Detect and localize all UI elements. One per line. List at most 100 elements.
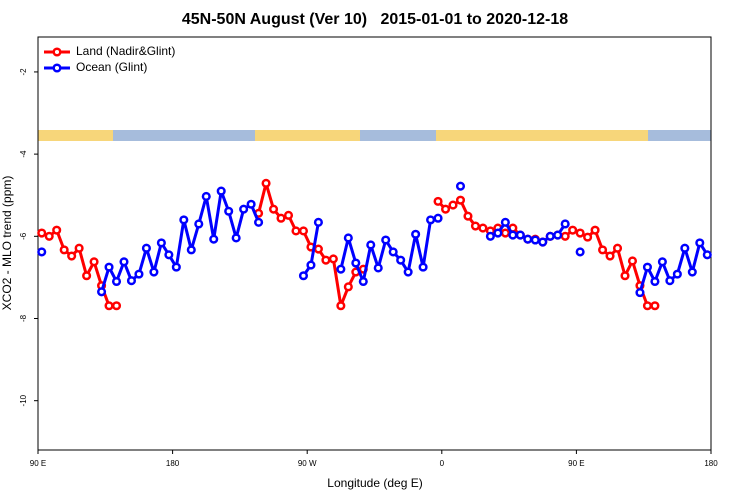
data-point [455, 195, 466, 205]
data-point [455, 181, 466, 191]
data-point [590, 225, 600, 235]
data-point [515, 230, 525, 240]
data-point [500, 228, 510, 238]
data-point [605, 251, 615, 261]
data-point [470, 221, 481, 231]
data-point [366, 240, 376, 250]
data-point [313, 217, 323, 227]
data-point [381, 235, 391, 245]
data-point [126, 276, 137, 286]
data-point [283, 210, 294, 220]
data-point [433, 213, 443, 223]
data-point [642, 301, 652, 311]
data-point [343, 233, 353, 243]
data-point [164, 250, 174, 260]
data-point [672, 269, 682, 279]
data-point [463, 211, 473, 221]
data-point [261, 178, 271, 188]
data-point [104, 301, 114, 311]
data-point [358, 276, 368, 287]
data-point [583, 232, 593, 242]
data-point [440, 204, 451, 214]
map-strip [38, 130, 711, 141]
data-point [231, 233, 241, 243]
plot-frame [37, 36, 712, 451]
data-point [403, 267, 413, 277]
data-point [291, 226, 301, 236]
data-point [201, 191, 211, 201]
legend-label: Ocean (Glint) [76, 60, 147, 74]
y-axis-label: XCO2 - MLO trend (ppm) [0, 176, 14, 311]
data-point [680, 243, 690, 253]
x-tick-label: 90 E [568, 459, 584, 468]
data-point [433, 196, 443, 206]
data-point [149, 267, 159, 277]
land-strip [38, 130, 113, 141]
data-point [97, 287, 107, 297]
data-point [336, 264, 346, 274]
data-point [530, 235, 540, 245]
data-point [104, 262, 114, 272]
x-tick-label: 90 E [30, 459, 46, 468]
x-tick-label: 0 [440, 459, 445, 468]
y-tick-label: -10 [19, 394, 28, 406]
data-point [500, 217, 510, 227]
data-point [373, 263, 383, 273]
data-point [695, 238, 705, 248]
data-point [343, 282, 353, 292]
data-point [82, 271, 92, 281]
data-point [478, 223, 488, 233]
data-point [568, 225, 578, 235]
data-point [411, 229, 421, 239]
x-tick-label: 90 W [298, 459, 317, 468]
data-point [575, 247, 585, 257]
data-point [306, 260, 316, 270]
data-point [657, 257, 667, 267]
data-point [418, 262, 428, 272]
data-point [336, 301, 346, 311]
y-tick-label: -8 [19, 314, 28, 322]
data-point [388, 247, 398, 257]
x-axis-label: Longitude (deg E) [327, 476, 422, 490]
data-point [448, 200, 458, 210]
data-point [538, 237, 548, 247]
data-point [179, 215, 189, 225]
data-point [134, 269, 144, 279]
chart-title: 45N-50N August (Ver 10) 2015-01-01 to 20… [182, 11, 568, 28]
data-point [485, 231, 495, 241]
data-point [545, 231, 555, 241]
y-tick-label: -2 [19, 68, 28, 76]
data-point [269, 204, 279, 214]
legend-label: Land (Nadir&Glint) [76, 44, 175, 58]
data-point [560, 219, 570, 229]
data-point [612, 243, 623, 253]
data-point [298, 271, 309, 281]
data-point [111, 301, 122, 311]
data-point [44, 231, 54, 241]
data-point [276, 213, 286, 223]
land-strip [255, 130, 360, 141]
data-point [141, 243, 151, 253]
data-point [665, 276, 675, 286]
data-point [598, 245, 608, 255]
ocean-strip [38, 130, 711, 141]
data-point [119, 257, 129, 267]
data-point [156, 238, 166, 248]
x-tick-label: 180 [166, 459, 180, 468]
data-point [493, 228, 503, 238]
data-point [67, 251, 77, 261]
data-point [74, 243, 84, 253]
data-point [560, 231, 570, 241]
data-point [650, 301, 660, 311]
land-strip [436, 130, 648, 141]
data-point [575, 228, 585, 238]
data-point [209, 234, 219, 244]
y-tick-label: -6 [19, 232, 28, 240]
data-point [239, 204, 249, 214]
data-point [642, 262, 652, 272]
data-point [627, 256, 638, 266]
data-point [321, 255, 331, 265]
data-point [111, 276, 122, 287]
